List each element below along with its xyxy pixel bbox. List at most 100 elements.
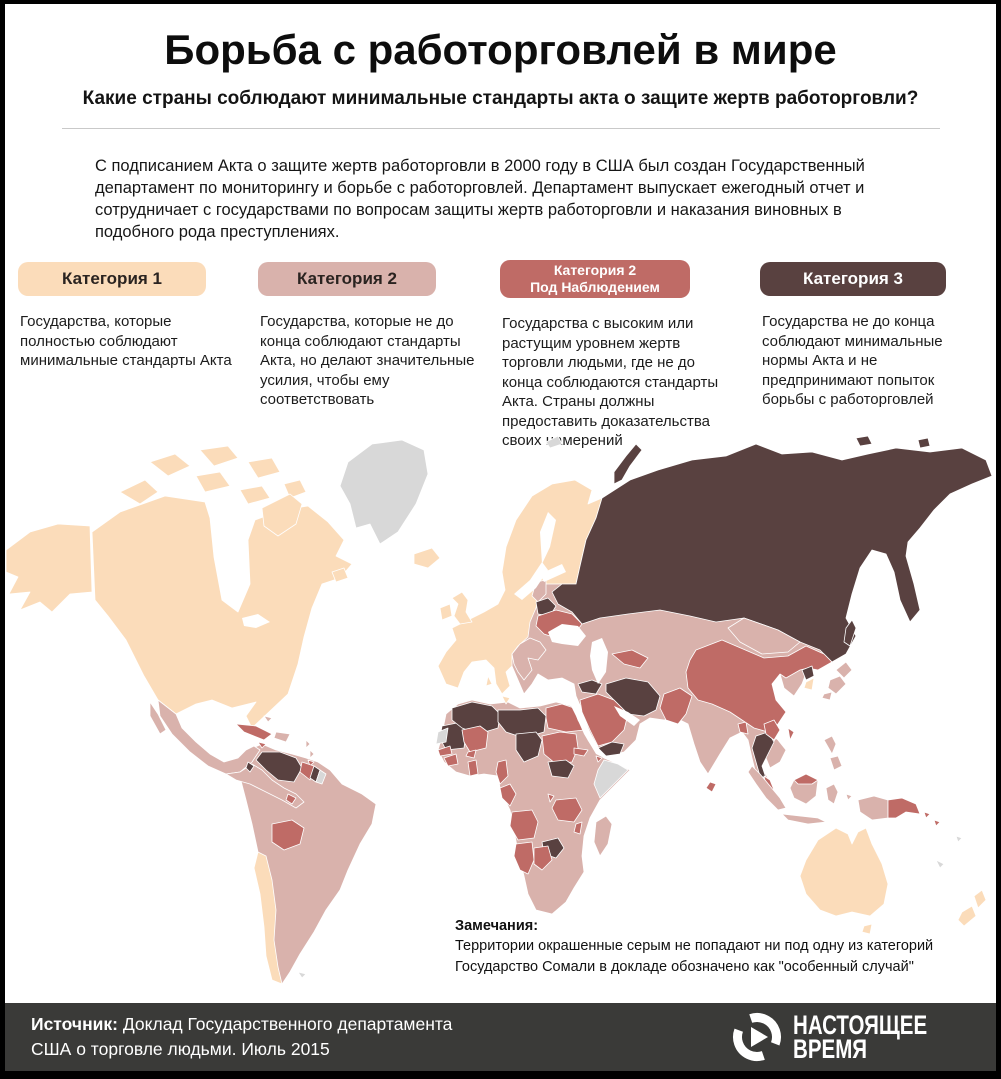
map-region-guinea bbox=[443, 753, 459, 767]
map-region-taiwan bbox=[787, 727, 795, 741]
map-region-sumatra bbox=[747, 765, 787, 811]
legend-item-category-2: Категория 2 Государства, которые не до к… bbox=[258, 262, 490, 410]
map-region-sudan bbox=[541, 731, 579, 765]
map-region-sri-lanka bbox=[705, 781, 717, 793]
map-region-antilles bbox=[309, 749, 315, 759]
map-region-chad bbox=[515, 731, 543, 763]
map-region-sicily bbox=[501, 695, 511, 705]
play-circle-icon bbox=[733, 1013, 782, 1061]
logo-wordmark: НАСТОЯЩЕЕ ВРЕМЯ bbox=[793, 1011, 927, 1064]
map-region-namibia bbox=[513, 841, 535, 875]
map-region-papua-new-guinea bbox=[887, 797, 921, 819]
map-notes: Замечания: Территории окрашенные серым н… bbox=[455, 916, 995, 977]
map-region-antilles bbox=[305, 739, 311, 749]
legend: Категория 1 Государства, которые полност… bbox=[5, 260, 996, 449]
map-region-west-papua bbox=[857, 795, 889, 821]
map-region-malawi bbox=[573, 821, 583, 835]
map-region-arctic-island bbox=[283, 479, 307, 499]
map-region-java bbox=[781, 813, 827, 825]
map-region-baja bbox=[149, 701, 167, 735]
map-region-mongolia bbox=[727, 617, 801, 655]
category-2-chip: Категория 2 bbox=[258, 262, 436, 296]
map-region-novaya-zemlya bbox=[613, 443, 643, 485]
notes-line-1: Территории окрашенные серым не попадают … bbox=[455, 938, 934, 955]
map-region-balkans bbox=[511, 637, 547, 681]
map-region-french-guiana bbox=[315, 769, 327, 785]
source-text: Источник: Доклад Государственного департ… bbox=[31, 1012, 471, 1063]
category-3-description: Государства не до конца соблюдают минима… bbox=[762, 313, 943, 408]
notes-line-2: Государство Сомали в докладе обозначено … bbox=[455, 958, 914, 975]
map-region-arctic-island bbox=[239, 485, 271, 505]
map-region-north-america bbox=[91, 495, 353, 729]
map-region-china bbox=[685, 639, 833, 733]
category-2-watch-sublabel: Под Наблюдением bbox=[530, 279, 660, 295]
map-region-syria bbox=[577, 679, 603, 695]
category-2-description: Государства, которые не до конца соблюда… bbox=[260, 313, 475, 408]
map-region-bangladesh bbox=[737, 721, 749, 735]
map-region-arctic-island bbox=[199, 445, 239, 467]
map-region-tanzania bbox=[551, 797, 583, 823]
map-region-new-zealand bbox=[957, 905, 977, 927]
map-region-hispaniola bbox=[273, 731, 291, 743]
map-region-malaysia-borneo bbox=[793, 773, 819, 785]
map-region-bolivia bbox=[271, 819, 305, 851]
legend-item-category-3: Категория 3 Государства не до конца собл… bbox=[760, 262, 992, 410]
map-region-japan bbox=[835, 661, 853, 679]
map-region-laos bbox=[763, 719, 781, 741]
map-region-tasmania bbox=[861, 923, 873, 935]
category-2-watch-description: Государства с высоким или растущим уровн… bbox=[502, 315, 719, 449]
map-region-senegal bbox=[437, 745, 453, 757]
logo-line-2: ВРЕМЯ bbox=[793, 1034, 868, 1064]
map-region-wrangel bbox=[917, 437, 931, 449]
map-region-madagascar bbox=[593, 815, 613, 857]
map-region-fiji bbox=[955, 835, 963, 843]
map-region-burkina-faso bbox=[465, 749, 477, 759]
map-region-algeria bbox=[451, 701, 501, 735]
baltic-sea bbox=[540, 512, 556, 564]
map-region-angola bbox=[509, 809, 539, 841]
map-region-bahamas bbox=[263, 715, 273, 723]
map-region-central-america bbox=[225, 763, 305, 809]
map-region-yemen bbox=[597, 741, 625, 757]
category-1-label: Категория 1 bbox=[62, 269, 162, 288]
baltic-sea bbox=[514, 562, 548, 600]
category-3-chip: Категория 3 bbox=[760, 262, 946, 296]
map-region-iceland bbox=[413, 547, 441, 569]
map-region-botswana bbox=[533, 845, 553, 871]
category-2-watch-chip: Категория 2 Под Наблюдением bbox=[500, 260, 690, 298]
map-region-solomon-islands bbox=[933, 819, 941, 827]
map-region-sulawesi bbox=[825, 783, 839, 805]
legend-item-category-2-watch: Категория 2 Под Наблюдением Государства … bbox=[500, 260, 732, 451]
map-region-ireland bbox=[439, 603, 453, 621]
map-region-south-sudan bbox=[547, 759, 575, 779]
map-region-mali bbox=[461, 725, 489, 753]
page-title: Борьба с работорговлей в мире bbox=[164, 26, 837, 73]
map-region-falklands bbox=[297, 971, 307, 979]
map-region-united-kingdom bbox=[451, 591, 473, 625]
map-region-arctic-island bbox=[119, 479, 159, 505]
persian-gulf bbox=[614, 706, 640, 726]
map-region-new-siberian-islands bbox=[855, 435, 873, 447]
map-region-svalbard bbox=[545, 435, 563, 449]
map-region-mexico bbox=[157, 699, 261, 775]
map-region-philippines bbox=[829, 755, 843, 771]
intro-text: С подписанием Акта о защите жертв работо… bbox=[95, 157, 865, 241]
map-region-japan bbox=[827, 675, 847, 695]
great-lakes bbox=[242, 614, 270, 628]
map-region-solomon-islands bbox=[923, 811, 931, 819]
map-region-venezuela bbox=[255, 751, 303, 783]
map-region-south-korea bbox=[803, 677, 815, 691]
map-region-djibouti bbox=[595, 755, 603, 763]
map-region-chile bbox=[253, 851, 283, 985]
map-region-rwanda-burundi bbox=[547, 793, 555, 803]
map-region-cameroon bbox=[495, 759, 509, 785]
map-region-new-caledonia bbox=[935, 859, 945, 869]
map-region-cuba bbox=[235, 723, 273, 741]
current-time-logo: НАСТОЯЩЕЕ ВРЕМЯ bbox=[730, 1010, 970, 1064]
world-map bbox=[5, 435, 993, 985]
map-region-jamaica bbox=[257, 741, 267, 749]
map-region-uzbekistan bbox=[611, 649, 649, 669]
caspian-sea bbox=[590, 638, 608, 684]
map-region-russia bbox=[551, 443, 993, 663]
map-region-greenland bbox=[339, 439, 429, 545]
